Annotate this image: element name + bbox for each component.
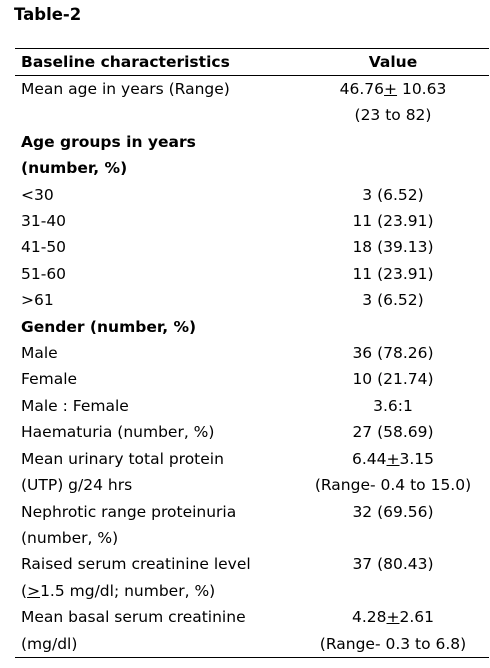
header-baseline-characteristics: Baseline characteristics: [21, 53, 230, 71]
row-value: 27 (58.69): [352, 423, 434, 442]
row-label: Raised serum creatinine level (>1.5 mg/d…: [21, 555, 251, 600]
table-row: Age groups in years (number, %): [15, 129, 489, 182]
row-value: 10 (21.74): [352, 370, 434, 389]
row-value: 3 (6.52): [362, 291, 424, 310]
row-label: 51-60: [21, 264, 67, 283]
table-row: Mean urinary total protein (UTP) g/24 hr…: [15, 446, 489, 499]
table-row: Male : Female 3.6:1: [15, 393, 489, 419]
table-row: Mean age in years (Range) 46.76+ 10.63 (…: [15, 76, 489, 129]
row-value: 11 (23.91): [352, 264, 434, 283]
row-label: Mean urinary total protein (UTP) g/24 hr…: [21, 449, 224, 495]
table-row: Raised serum creatinine level (>1.5 mg/d…: [15, 551, 489, 604]
table-row: 51-60 11 (23.91): [15, 261, 489, 287]
row-value: 46.76+ 10.63 (23 to 82): [339, 80, 447, 125]
row-label: Male: [21, 344, 58, 363]
section-heading: Age groups in years (number, %): [21, 132, 196, 178]
row-value: 6.44+3.15 (Range- 0.4 to 15.0): [314, 449, 472, 495]
section-heading: Gender (number, %): [21, 317, 197, 336]
row-value: 4.28+2.61 (Range- 0.3 to 6.8): [319, 608, 467, 653]
table-row: Gender (number, %): [15, 314, 489, 340]
row-value: 3.6:1: [373, 396, 413, 415]
header-value: Value: [368, 53, 418, 71]
table-row: >61 3 (6.52): [15, 287, 489, 313]
row-value: 18 (39.13): [352, 238, 434, 257]
row-label: Female: [21, 370, 78, 389]
table-row: Male 36 (78.26): [15, 340, 489, 366]
row-value: 32 (69.56): [352, 502, 434, 521]
row-value: 36 (78.26): [352, 344, 434, 363]
row-label: Mean age in years (Range): [21, 80, 230, 98]
row-label: Mean basal serum creatinine (mg/dl): [21, 608, 246, 653]
table-row: Nephrotic range proteinuria (number, %) …: [15, 499, 489, 552]
row-label: <30: [21, 185, 54, 204]
table-row: <30 3 (6.52): [15, 182, 489, 208]
table-caption: Table-2: [14, 5, 82, 24]
row-label: 41-50: [21, 238, 67, 257]
row-label: 31-40: [21, 212, 67, 231]
table-row: Female 10 (21.74): [15, 366, 489, 392]
row-label: Haematuria (number, %): [21, 423, 215, 442]
row-value: 37 (80.43): [352, 555, 434, 574]
row-label: Male : Female: [21, 396, 129, 415]
table-header-row: Baseline characteristics Value: [15, 49, 489, 76]
baseline-characteristics-table: Baseline characteristics Value Mean age …: [15, 48, 489, 658]
table-row: 31-40 11 (23.91): [15, 208, 489, 234]
table-row: Haematuria (number, %) 27 (58.69): [15, 419, 489, 445]
row-label: >61: [21, 291, 54, 310]
table-row: Mean basal serum creatinine (mg/dl) 4.28…: [15, 604, 489, 657]
table-row: 41-50 18 (39.13): [15, 234, 489, 260]
row-value: 11 (23.91): [352, 212, 434, 231]
row-value: 3 (6.52): [362, 185, 424, 204]
row-label: Nephrotic range proteinuria (number, %): [21, 502, 237, 547]
